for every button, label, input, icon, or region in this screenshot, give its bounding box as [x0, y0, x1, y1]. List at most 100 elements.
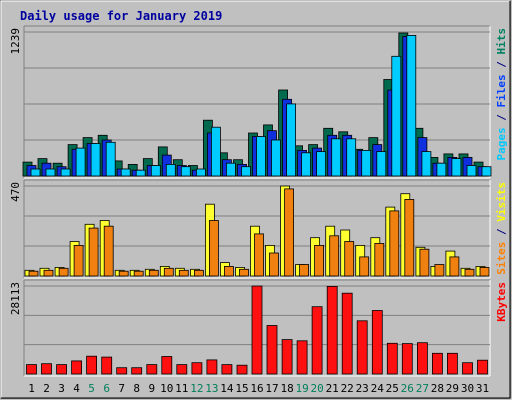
day-label-3: 3	[58, 382, 65, 395]
bar-kbytes-day-10	[161, 356, 173, 375]
bar-pages-day-28	[436, 162, 447, 177]
panel-hits-files-pages: 1239 Pages / Files / Hits	[9, 25, 508, 179]
bar-pages-day-4	[75, 147, 86, 177]
bar-pages-day-18	[286, 103, 297, 177]
panels-layer: 1239 Pages / Files / Hits 470 Sites / Visit…	[9, 25, 508, 377]
day-label-4: 4	[73, 382, 80, 395]
y-max-label: 1239	[9, 28, 22, 55]
axis-label-part: KBytes	[495, 282, 508, 322]
day-label-9: 9	[148, 382, 155, 395]
day-label-27: 27	[416, 382, 429, 395]
axis-label-part: Pages	[495, 127, 508, 160]
bar-pages-day-20	[316, 151, 327, 177]
bar-kbytes-day-21	[326, 285, 338, 375]
bar-sites-day-8	[133, 270, 144, 277]
bar-sites-day-7	[118, 270, 129, 277]
bar-pages-day-13	[210, 126, 221, 177]
bar-sites-day-19	[299, 264, 310, 277]
bar-kbytes-day-2	[41, 363, 52, 375]
bar-sites-day-26	[404, 198, 415, 277]
day-label-16: 16	[250, 382, 263, 395]
day-label-20: 20	[310, 382, 323, 395]
bar-pages-day-2	[45, 168, 56, 177]
day-label-8: 8	[133, 382, 140, 395]
bar-sites-day-25	[389, 210, 400, 277]
bar-kbytes-day-7	[116, 367, 128, 375]
bar-sites-day-4	[73, 244, 84, 277]
axis-label-part: /	[495, 108, 508, 128]
bar-sites-day-27	[419, 248, 430, 277]
bar-sites-day-3	[58, 267, 69, 277]
bar-sites-day-31	[479, 266, 490, 277]
day-label-18: 18	[280, 382, 293, 395]
bar-pages-day-24	[376, 151, 387, 177]
day-label-24: 24	[371, 382, 385, 395]
bar-pages-day-12	[195, 168, 206, 177]
bar-pages-day-9	[150, 165, 161, 177]
bar-pages-day-30	[466, 165, 477, 177]
bar-sites-day-18	[284, 188, 295, 277]
day-label-28: 28	[431, 382, 444, 395]
day-label-11: 11	[175, 382, 188, 395]
bar-pages-day-3	[60, 168, 71, 177]
series-pages	[30, 35, 492, 177]
y-max-label: 28113	[9, 282, 22, 315]
day-label-31: 31	[476, 382, 489, 395]
bar-kbytes-day-18	[281, 339, 293, 375]
day-label-26: 26	[401, 382, 414, 395]
axis-label-part: Hits	[495, 28, 508, 55]
bar-kbytes-day-19	[296, 340, 308, 375]
bar-sites-day-28	[434, 264, 445, 277]
bar-sites-day-24	[374, 242, 385, 277]
day-label-19: 19	[295, 382, 308, 395]
bar-pages-day-10	[165, 163, 176, 177]
axis-label-part: Visits	[495, 182, 508, 222]
bar-sites-day-11	[178, 269, 189, 277]
bar-pages-day-6	[105, 141, 116, 177]
bar-kbytes-day-22	[341, 292, 353, 375]
axis-label-right: Sites / Visits	[495, 182, 508, 275]
bar-sites-day-14	[223, 265, 234, 277]
day-labels: 1 2 3 4 5 6 7 8 9 10 11 12 13 14 15 16 17 18 19 20 21 22 23 24 2…	[28, 382, 489, 395]
bar-kbytes-day-14	[221, 364, 233, 375]
bar-sites-day-17	[269, 252, 279, 277]
bar-pages-day-31	[481, 166, 492, 177]
bar-pages-day-11	[180, 166, 191, 177]
axis-label-part: Sites	[495, 242, 508, 275]
bar-kbytes-day-27	[416, 342, 428, 375]
bar-sites-day-20	[314, 244, 325, 277]
bar-pages-day-19	[301, 152, 312, 177]
day-label-13: 13	[205, 382, 218, 395]
bar-pages-day-27	[421, 151, 432, 177]
bar-kbytes-day-31	[477, 359, 488, 375]
axis-label-part: /	[495, 222, 508, 242]
bar-sites-day-22	[344, 241, 355, 277]
bar-kbytes-day-30	[462, 362, 473, 375]
bar-pages-day-29	[451, 158, 462, 177]
day-label-10: 10	[160, 382, 173, 395]
bar-kbytes-day-4	[71, 360, 82, 375]
day-label-17: 17	[265, 382, 278, 395]
day-label-1: 1	[28, 382, 35, 395]
day-label-2: 2	[43, 382, 50, 395]
day-label-22: 22	[341, 382, 354, 395]
bar-kbytes-day-28	[431, 352, 443, 375]
bar-pages-day-25	[391, 55, 402, 177]
bar-pages-day-15	[241, 166, 251, 177]
bar-sites-day-23	[359, 256, 370, 277]
bar-sites-day-29	[449, 256, 460, 277]
chart-title: Daily usage for January 2019	[20, 9, 222, 23]
bar-sites-day-13	[208, 220, 219, 277]
bar-kbytes-day-29	[446, 352, 458, 375]
axis-label-right: KBytes	[495, 282, 508, 322]
y-max-label: 470	[9, 182, 22, 202]
series-kbytes	[26, 285, 488, 375]
axis-label-part: /	[495, 55, 508, 75]
bar-sites-day-15	[239, 268, 249, 277]
day-label-6: 6	[103, 382, 110, 395]
bar-pages-day-16	[256, 136, 266, 177]
bar-pages-day-17	[271, 139, 281, 177]
bar-sites-day-5	[88, 227, 99, 277]
bar-sites-day-30	[464, 268, 475, 277]
bar-pages-day-14	[225, 162, 236, 177]
